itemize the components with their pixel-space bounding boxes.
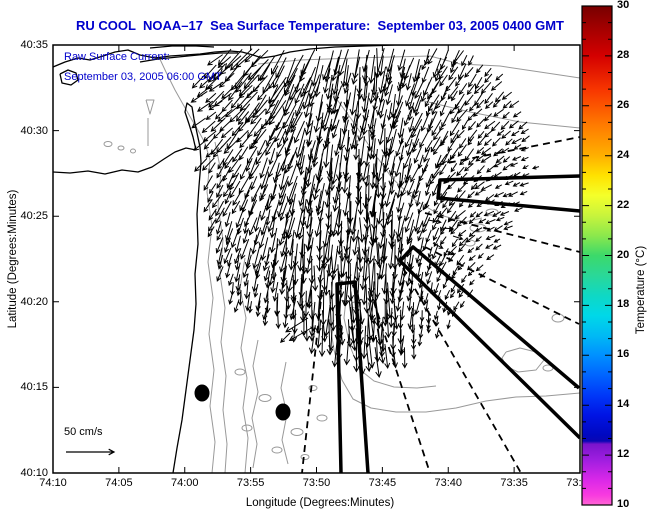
colorbar-tick-label: 12: [617, 448, 630, 461]
colorbar-tick-label: 20: [617, 248, 630, 261]
scale-vector-arrow: [66, 448, 116, 456]
bathymetry-blob: [117, 145, 125, 151]
colorbar-tick-label: 18: [617, 298, 630, 311]
bathymetry-blob: [464, 239, 476, 247]
colorbar-ticks: [582, 5, 612, 506]
colorbar-tick-label: 14: [617, 398, 630, 411]
station-dot: [275, 403, 291, 421]
bathymetry-blob: [241, 424, 253, 432]
colorbar-tick-label: 26: [617, 98, 630, 111]
bathymetry-blob: [551, 313, 565, 323]
bathymetry-blob: [300, 454, 310, 460]
y-tick-label: 40:35: [20, 39, 48, 51]
colorbar-tick-label: 22: [617, 198, 630, 211]
plot-frame: [52, 44, 581, 474]
axis-ticks: [52, 44, 581, 474]
y-tick-label: 40:20: [20, 295, 48, 308]
annotation-current-type: Raw Surface Current:: [64, 51, 170, 63]
scale-vector-label: 50 cm/s: [64, 426, 103, 438]
bathymetry-blob: [258, 394, 272, 402]
colorbar-tick-label: 24: [617, 148, 630, 161]
annotation-current-time: September 03, 2005 06:00 GMT: [64, 71, 222, 83]
colorbar-tick-label: 30: [617, 0, 630, 11]
colorbar-tick-label: 10: [617, 498, 630, 510]
bathymetry-blob: [290, 428, 304, 436]
bathymetry-blob: [271, 446, 283, 454]
current-vectors: [190, 47, 540, 379]
bathymetry-blob: [103, 141, 113, 147]
bathymetry-blob: [316, 414, 328, 422]
y-tick-label: 40:15: [20, 381, 48, 394]
y-tick-label: 40:25: [20, 210, 48, 223]
bathymetry-blob: [234, 368, 246, 376]
bathymetry-blob: [308, 385, 318, 391]
bathymetry-blob: [485, 208, 499, 216]
page-title: RU COOL NOAA–17 Sea Surface Temperature:…: [76, 18, 564, 33]
colorbar-tick-label: 16: [617, 348, 630, 361]
y-tick-label: 40:10: [20, 467, 48, 479]
map-layers: [53, 45, 580, 473]
station-dot: [194, 384, 210, 402]
colorbar-tick-label: 28: [617, 48, 630, 61]
y-tick-label: 40:30: [20, 124, 48, 137]
x-axis-label: Longitude (Degrees:Minutes): [245, 497, 395, 509]
bathymetry-blob: [130, 148, 136, 154]
